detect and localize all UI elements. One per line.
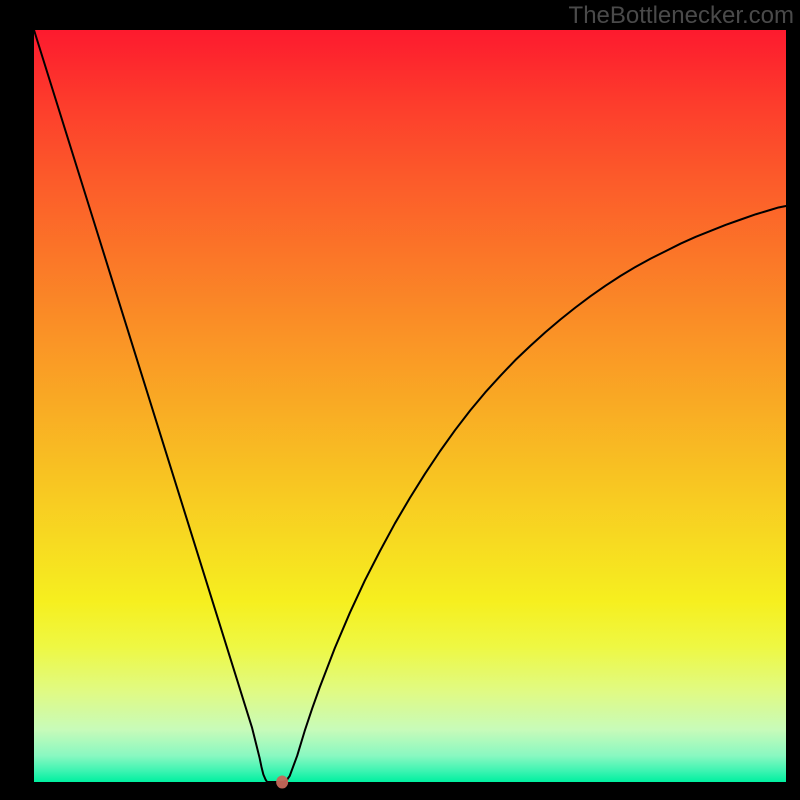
bottleneck-chart	[0, 0, 800, 800]
optimum-marker	[277, 776, 288, 788]
chart-container: TheBottlenecker.com	[0, 0, 800, 800]
watermark-text: TheBottlenecker.com	[569, 2, 794, 30]
plot-background	[34, 30, 786, 782]
